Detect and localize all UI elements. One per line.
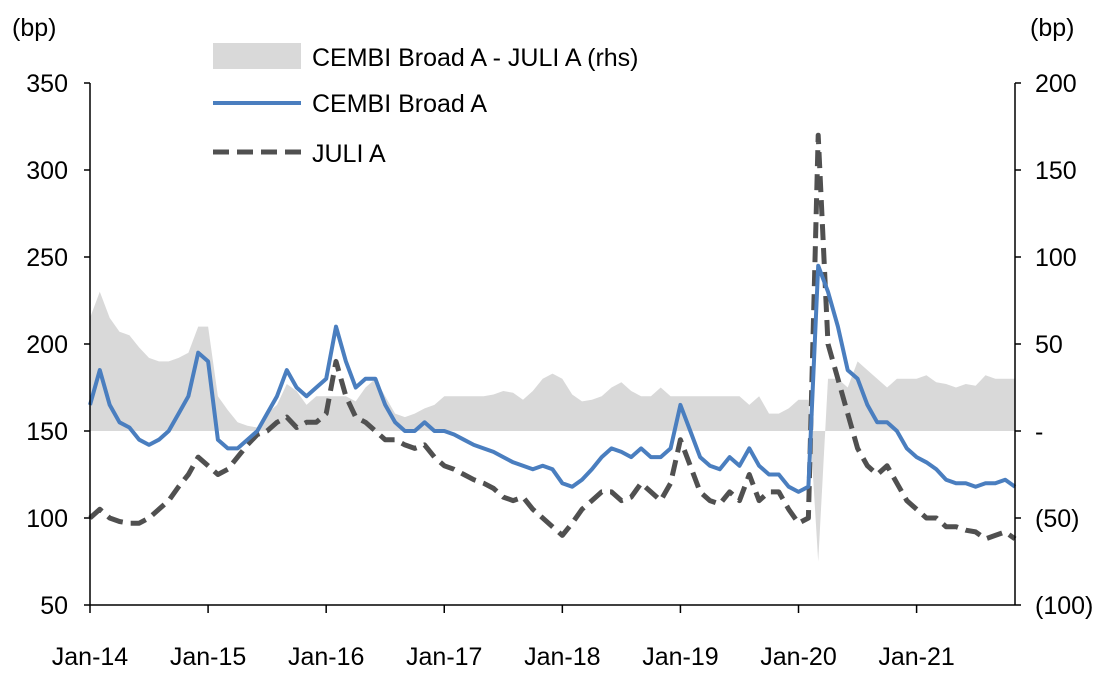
right-tick-label: - — [1035, 418, 1043, 446]
spread-area-layer — [90, 291, 1015, 562]
series-lines-layer — [88, 132, 1017, 542]
right-axis-unit: (bp) — [1030, 14, 1074, 42]
x-tick-label: Jan-15 — [170, 643, 246, 670]
spread-area — [90, 291, 1015, 562]
left-tick-label: 100 — [26, 505, 68, 533]
juli-a-line — [88, 132, 1017, 542]
legend: CEMBI Broad A - JULI A (rhs) CEMBI Broad… — [213, 43, 639, 168]
x-tick-label: Jan-16 — [288, 643, 364, 670]
x-tick-label: Jan-17 — [406, 643, 482, 670]
x-tick-label: Jan-20 — [760, 643, 836, 670]
right-tick-label: 150 — [1035, 157, 1077, 185]
axes: 350 200 300 150 250 100 200 50 150 - 100 (50) 50 (100… — [26, 70, 1093, 671]
left-axis-unit: (bp) — [12, 14, 56, 42]
legend-label-spread: CEMBI Broad A - JULI A (rhs) — [312, 44, 639, 72]
x-tick-label: Jan-21 — [878, 643, 954, 670]
left-tick-label: 150 — [26, 418, 68, 446]
left-tick-label: 350 — [26, 70, 68, 98]
x-tick-label: Jan-18 — [524, 643, 600, 670]
cembi-broad-a-line — [88, 263, 1017, 494]
legend-label-juli: JULI A — [312, 140, 386, 168]
right-tick-label: 50 — [1035, 331, 1063, 359]
x-tick-label: Jan-14 — [52, 643, 129, 670]
x-tick-label: Jan-19 — [642, 643, 718, 670]
left-tick-label: 250 — [26, 244, 68, 272]
left-tick-label: 200 — [26, 331, 68, 359]
left-tick-label: 300 — [26, 157, 68, 185]
legend-label-cembi: CEMBI Broad A — [312, 90, 487, 118]
right-tick-label: 100 — [1035, 244, 1077, 272]
right-tick-label: (100) — [1035, 592, 1093, 620]
right-tick-label: (50) — [1035, 505, 1079, 533]
left-tick-label: 50 — [40, 592, 68, 620]
legend-swatch-spread — [213, 43, 301, 69]
right-tick-label: 200 — [1035, 70, 1077, 98]
